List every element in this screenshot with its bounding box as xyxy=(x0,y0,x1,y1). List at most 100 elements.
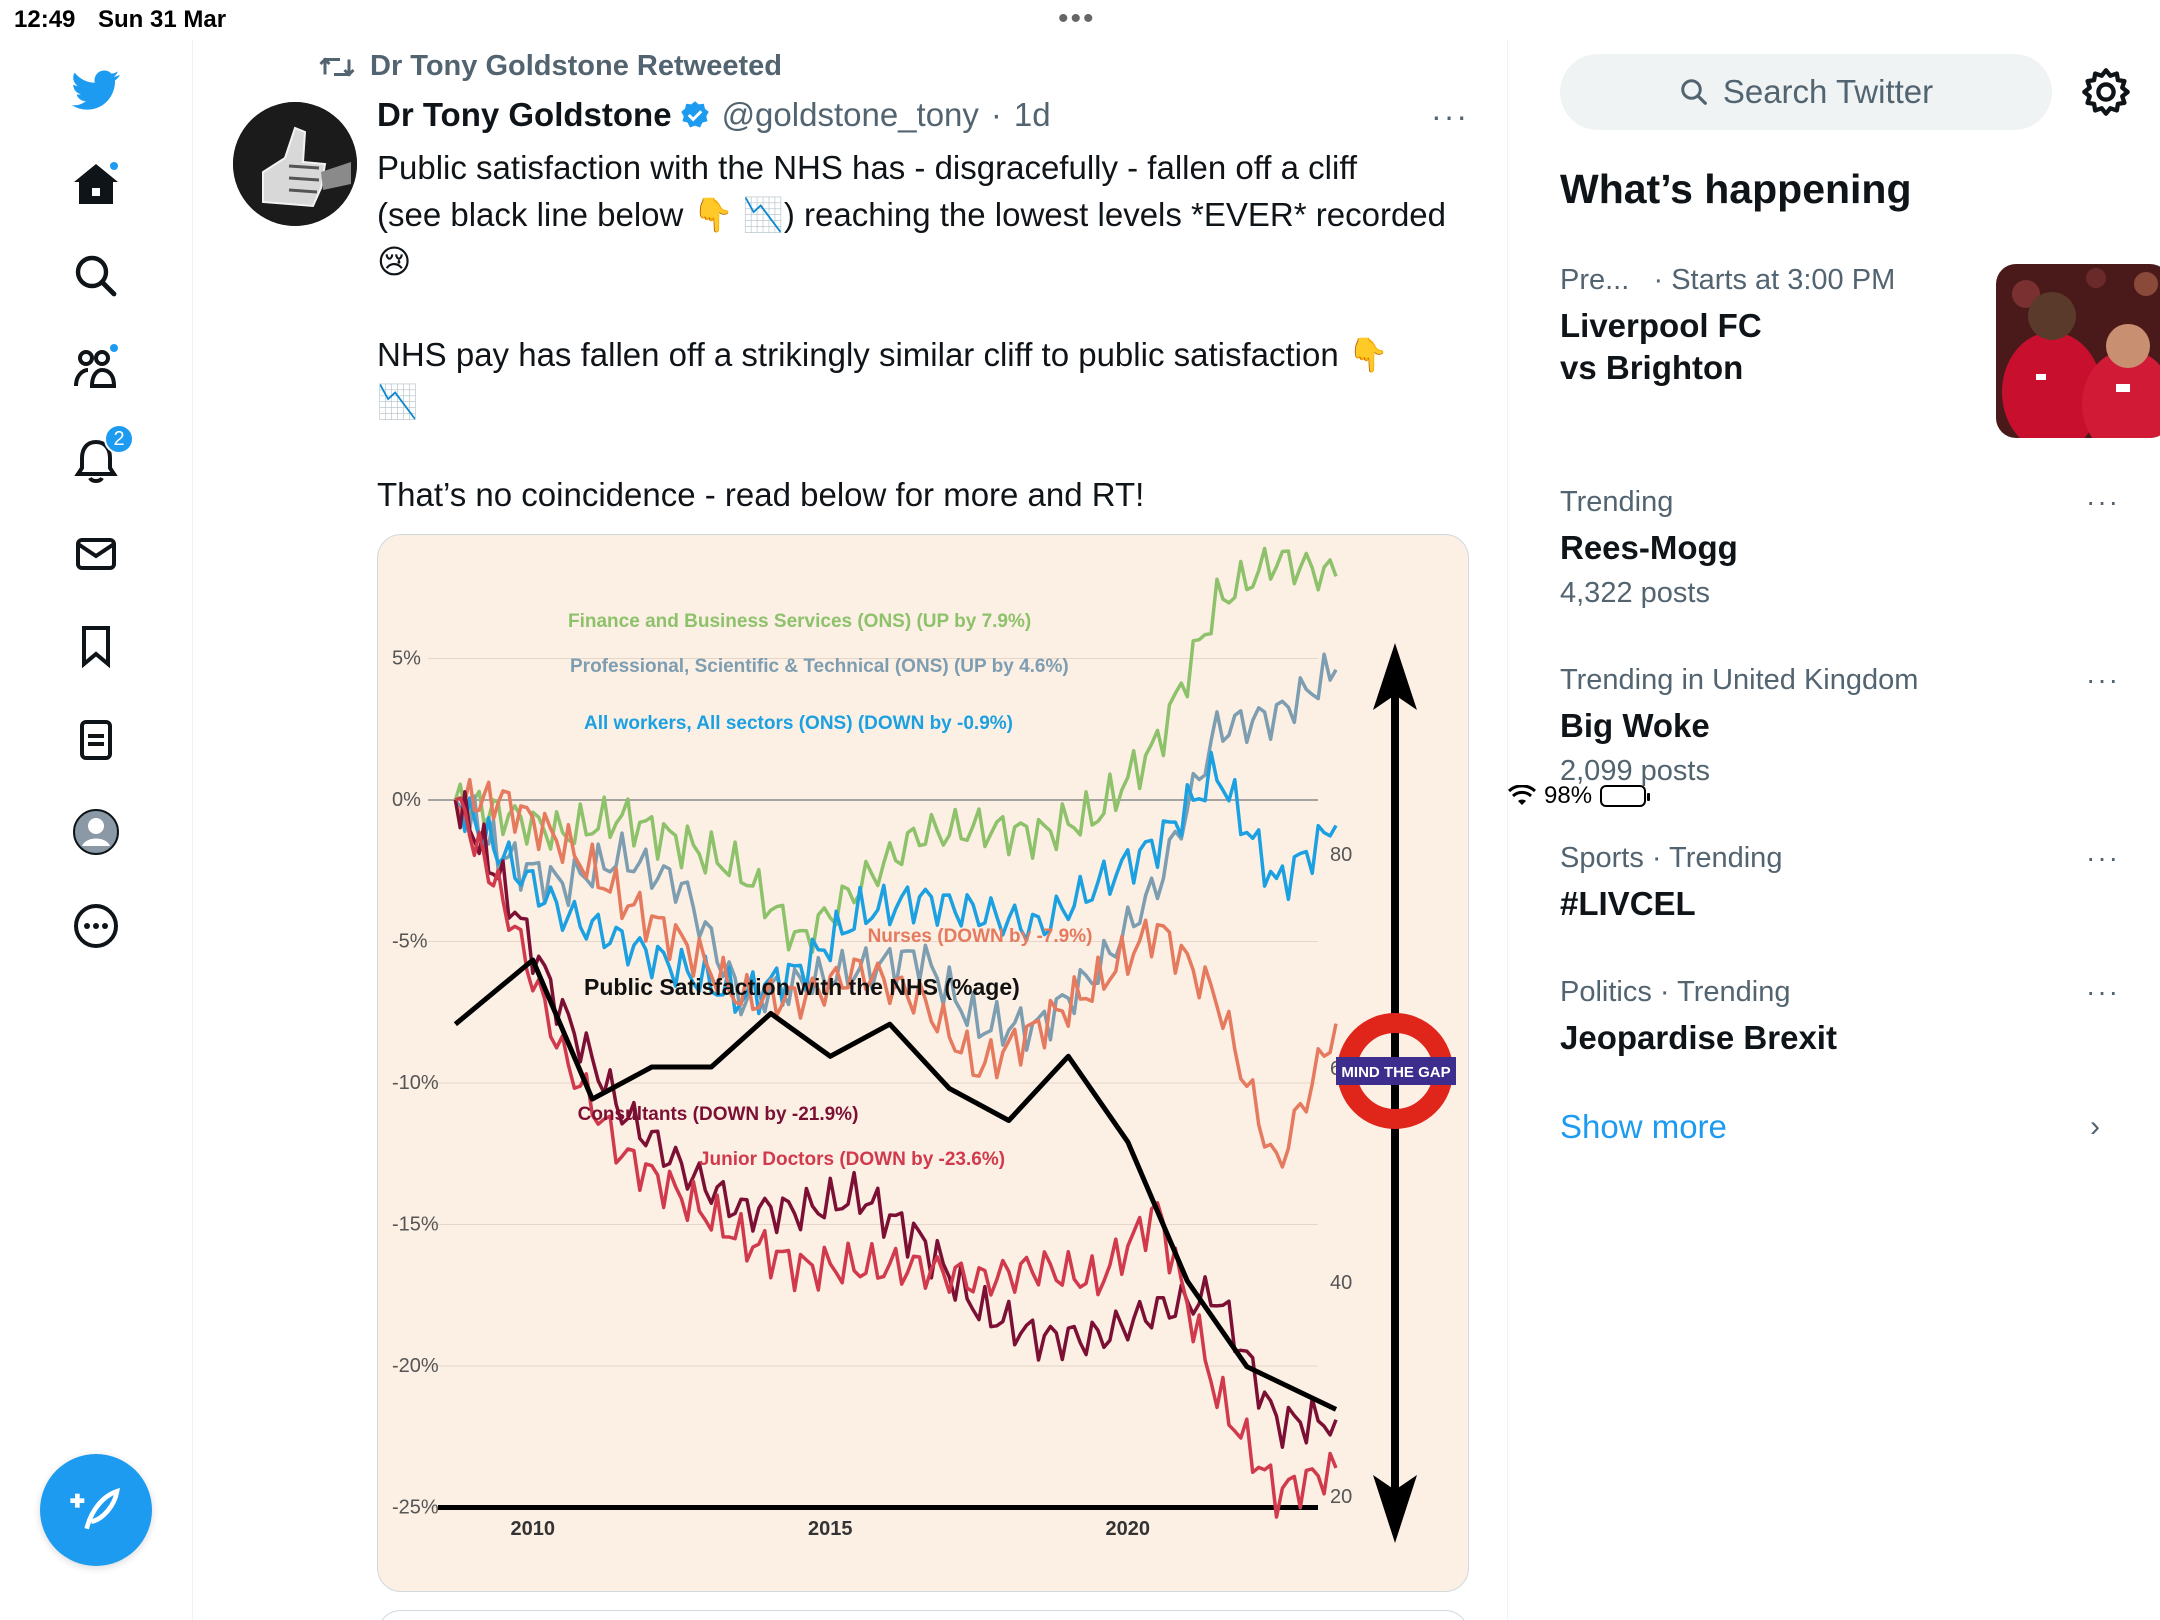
left-axis-tick: -5% xyxy=(392,931,428,953)
lists-icon[interactable] xyxy=(68,712,124,768)
gap-arrow-down-head xyxy=(1373,1475,1417,1543)
left-axis-tick: -25% xyxy=(392,1497,439,1519)
event-title: Liverpool FC vs Brighton xyxy=(1560,305,2120,389)
author-handle[interactable]: @goldstone_tony xyxy=(721,96,979,133)
trend-item[interactable]: Trending in United Kingdom Big Woke 2,09… xyxy=(1560,664,2120,788)
right-axis-tick: 80 xyxy=(1330,844,1352,866)
tweet-header: Dr Tony Goldstone @goldstone_tony · 1d xyxy=(377,96,1051,134)
series-line xyxy=(454,796,1338,1519)
trend-meta: Politics · Trending xyxy=(1560,976,1791,1008)
tweet-line: 📉 xyxy=(377,383,419,420)
more-icon[interactable] xyxy=(68,898,124,954)
tweet-line: Public satisfaction with the NHS has - d… xyxy=(377,149,1358,186)
series-label: Junior Doctors (DOWN by -23.6%) xyxy=(699,1149,1005,1170)
tweet-text: Public satisfaction with the NHS has - d… xyxy=(377,144,1467,518)
event-category: Pre... xyxy=(1560,264,1630,296)
event-image xyxy=(1996,264,2160,438)
x-axis-tick: 2015 xyxy=(808,1518,853,1540)
trend-item[interactable]: Politics · Trending Jeopardise Brexit ··… xyxy=(1560,976,2120,1059)
right-axis-tick: 20 xyxy=(1330,1486,1352,1508)
battery-icon xyxy=(1600,785,1651,807)
black-line-label: Public Satisfaction with the NHS (%age) xyxy=(584,974,1020,1000)
tweet-line: 😢 xyxy=(377,243,412,280)
chevron-right-icon[interactable]: › xyxy=(2090,1110,2100,1143)
roundel-bar xyxy=(1336,1057,1456,1085)
trend-count: 4,322 posts xyxy=(1560,577,1710,609)
retweet-context[interactable]: Dr Tony Goldstone Retweeted xyxy=(318,50,782,83)
tweet-image-chart[interactable]: 5%0%-5%-10%-15%-20%-25%80604020201020152… xyxy=(377,534,1469,1592)
mind-the-gap-label: MIND THE GAP xyxy=(1341,1064,1450,1081)
series-label: All workers, All sectors (ONS) (DOWN by … xyxy=(584,713,1013,734)
twitter-logo-icon[interactable] xyxy=(68,62,124,118)
right-sidebar: Search Twitter What’s happening Pre... ·… xyxy=(1508,40,2160,1620)
communities-icon[interactable] xyxy=(68,340,124,396)
search-icon[interactable] xyxy=(68,248,124,304)
show-more-link[interactable]: Show more xyxy=(1560,1108,1727,1145)
author-name[interactable]: Dr Tony Goldstone xyxy=(377,96,672,133)
trend-count: 2,099 posts xyxy=(1560,755,1710,787)
left-axis-tick: -10% xyxy=(392,1072,439,1094)
trend-more-icon[interactable]: ··· xyxy=(2086,976,2120,1007)
series-line xyxy=(453,777,1338,1169)
home-icon[interactable] xyxy=(68,156,124,212)
series-label: Finance and Business Services (ONS) (UP … xyxy=(568,611,1031,632)
nhs-pay-chart: 5%0%-5%-10%-15%-20%-25%80604020201020152… xyxy=(392,546,1456,1543)
trend-title: #LIVCEL xyxy=(1560,885,1696,922)
event-title-line: Liverpool FC xyxy=(1560,307,1762,344)
trend-title: Jeopardise Brexit xyxy=(1560,1019,1837,1056)
trend-title: Rees-Mogg xyxy=(1560,529,1738,566)
trend-more-icon[interactable]: ··· xyxy=(2086,664,2120,695)
wifi-icon xyxy=(1508,785,1536,805)
whats-happening-title: What’s happening xyxy=(1560,166,1912,212)
series-label: Professional, Scientific & Technical (ON… xyxy=(570,656,1069,677)
event-start-time: · Starts at 3:00 PM xyxy=(1653,264,1896,296)
x-axis-tick: 2010 xyxy=(511,1518,556,1540)
left-axis-tick: -20% xyxy=(392,1355,439,1377)
trend-meta: Trending xyxy=(1560,486,1674,518)
gear-icon[interactable] xyxy=(2080,66,2132,118)
series-line xyxy=(453,546,1338,954)
notifications-icon[interactable]: 2 xyxy=(68,424,134,488)
communities-new-dot xyxy=(108,342,120,354)
battery-percent: 98% xyxy=(1544,782,1593,809)
series-line xyxy=(453,652,1338,1052)
search-icon xyxy=(1681,79,1707,105)
trend-more-icon[interactable]: ··· xyxy=(2086,842,2120,873)
series-label: Nurses (DOWN by -7.9%) xyxy=(868,926,1093,947)
multitasking-dots-icon[interactable]: ••• xyxy=(1058,2,1096,35)
bookmarks-icon[interactable] xyxy=(68,618,124,674)
left-axis-tick: 5% xyxy=(392,648,421,670)
status-time: 12:49 xyxy=(14,6,76,33)
x-axis-tick: 2020 xyxy=(1106,1518,1151,1540)
event-title-line: vs Brighton xyxy=(1560,349,1744,386)
series-label: Consultants (DOWN by -21.9%) xyxy=(578,1104,859,1125)
feather-plus-icon xyxy=(70,1487,120,1530)
author-avatar[interactable] xyxy=(233,102,357,226)
retweeted-by-label: Dr Tony Goldstone Retweeted xyxy=(370,50,782,82)
tweet-time[interactable]: 1d xyxy=(1013,96,1051,133)
compose-tweet-button[interactable] xyxy=(40,1454,152,1566)
series-line xyxy=(453,957,1338,1412)
event-item[interactable]: Pre... · Starts at 3:00 PM Liverpool FC … xyxy=(1560,264,2160,438)
trend-item[interactable]: Trending Rees-Mogg 4,322 posts ··· xyxy=(1560,486,2120,610)
notifications-badge: 2 xyxy=(104,424,134,454)
verified-badge-icon xyxy=(680,101,709,128)
profile-icon[interactable] xyxy=(68,804,124,860)
status-right: 98% xyxy=(1508,6,2160,1586)
tweet-line: (see black line below 👇 📉) reaching the … xyxy=(377,196,1447,233)
tweet-more-icon[interactable]: ··· xyxy=(1431,98,1469,134)
event-meta: Pre... · Starts at 3:00 PM xyxy=(1560,264,2120,297)
trend-more-icon[interactable]: ··· xyxy=(2086,486,2120,517)
left-axis-tick: -15% xyxy=(392,1214,439,1236)
time-separator: · xyxy=(990,96,1002,133)
left-axis-tick: 0% xyxy=(392,789,421,811)
search-box[interactable]: Search Twitter xyxy=(1560,54,2052,130)
status-bar: 12:49 Sun 31 Mar ••• 98% xyxy=(0,0,2160,809)
messages-icon[interactable] xyxy=(68,526,124,582)
series-line xyxy=(453,750,1338,1016)
trend-title: Big Woke xyxy=(1560,707,1710,744)
trend-meta: Sports · Trending xyxy=(1560,842,1783,874)
trend-item[interactable]: Sports · Trending #LIVCEL ··· xyxy=(1560,842,2120,925)
home-new-dot xyxy=(108,160,120,172)
status-date: Sun 31 Mar xyxy=(98,6,227,33)
